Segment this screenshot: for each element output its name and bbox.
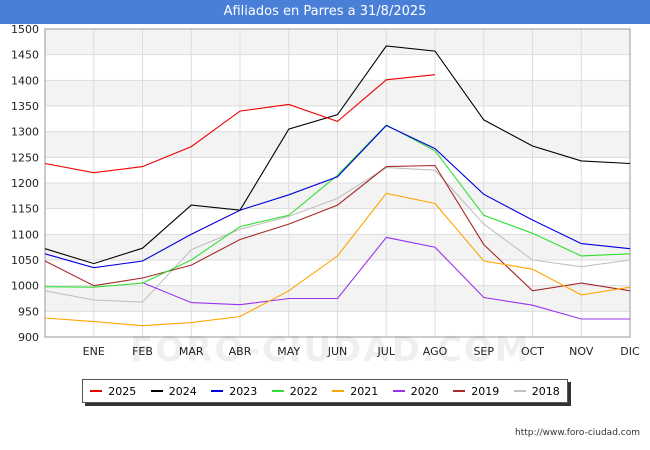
legend-item-2018: 2018: [513, 384, 560, 398]
series-line-2022: [44, 124, 631, 288]
legend-label: 2023: [229, 384, 258, 398]
legend-swatch: [90, 390, 103, 392]
series-line-2018: [44, 167, 631, 303]
y-tick-label: 1400: [11, 74, 39, 87]
legend-swatch: [211, 390, 224, 392]
legend-swatch: [453, 390, 466, 392]
x-tick-label: ABR: [229, 345, 252, 358]
y-tick-label: 1450: [11, 49, 39, 62]
legend-label: 2019: [471, 384, 500, 398]
legend-label: 2022: [289, 384, 318, 398]
legend-label: 2025: [108, 384, 137, 398]
x-tick-label: DIC: [620, 345, 640, 358]
x-tick-label: NOV: [569, 345, 594, 358]
x-tick-label: OCT: [521, 345, 544, 358]
y-tick-label: 1150: [11, 203, 39, 216]
legend-swatch: [150, 390, 163, 392]
y-tick-label: 1300: [11, 126, 39, 139]
legend-item-2025: 2025: [90, 385, 136, 398]
legend-label: 2024: [168, 384, 197, 398]
legend-item-2019: 2019: [453, 385, 499, 398]
legend-item-2023: 2023: [211, 385, 257, 398]
line-chart: 900 950 1000 1050 1100 1150 1200 1250 1300 1350 14…: [11, 24, 640, 358]
series-line-2024: [44, 45, 631, 265]
x-tick-label: JUN: [327, 345, 348, 358]
series-line-2023: [44, 124, 631, 269]
y-tick-label: 1500: [11, 24, 39, 36]
legend-item-2020: 2020: [392, 384, 439, 398]
y-tick-label: 1050: [11, 254, 39, 267]
chart-title: Afiliados en Parres a 31/8/2025: [0, 0, 650, 24]
legend-label: 2020: [410, 384, 439, 398]
legend-swatch: [271, 390, 284, 392]
series-line-2020: [142, 236, 630, 320]
x-tick-label: MAY: [277, 345, 300, 358]
y-tick-label: 1100: [11, 228, 39, 241]
y-tick-label: 1350: [11, 100, 39, 113]
legend-item-2022: 2022: [271, 384, 318, 398]
legend-swatch: [392, 390, 405, 392]
x-tick-label: SEP: [473, 345, 494, 358]
series-line-2021: [44, 192, 631, 327]
x-tick-label: JUL: [377, 345, 396, 358]
series-line-2019: [44, 164, 631, 292]
plot-frame: [44, 28, 631, 338]
legend-swatch: [513, 390, 526, 392]
legend-swatch: [332, 390, 345, 392]
legend-item-2021: 2021: [332, 385, 378, 398]
y-tick-label: 1000: [11, 280, 39, 293]
x-tick-label: FEB: [132, 345, 153, 358]
source-url: http://www.foro-ciudad.com: [515, 428, 640, 438]
y-tick-label: 950: [18, 305, 39, 318]
x-tick-label: MAR: [179, 345, 204, 358]
y-tick-label: 900: [18, 331, 39, 344]
chart-legend: 2025 2024 2023 2022 2021 2020 2019 2018: [82, 379, 568, 403]
x-tick-label: AGO: [423, 345, 448, 358]
background-watermark: FORO-CIUDAD.COM: [130, 330, 531, 370]
y-tick-label: 1250: [11, 151, 39, 164]
x-tick-label: ENE: [83, 345, 105, 358]
legend-label: 2018: [531, 384, 560, 398]
legend-item-2024: 2024: [150, 384, 197, 398]
series-line-2025: [44, 74, 436, 174]
legend-label: 2021: [350, 384, 379, 398]
y-tick-label: 1200: [11, 177, 39, 190]
